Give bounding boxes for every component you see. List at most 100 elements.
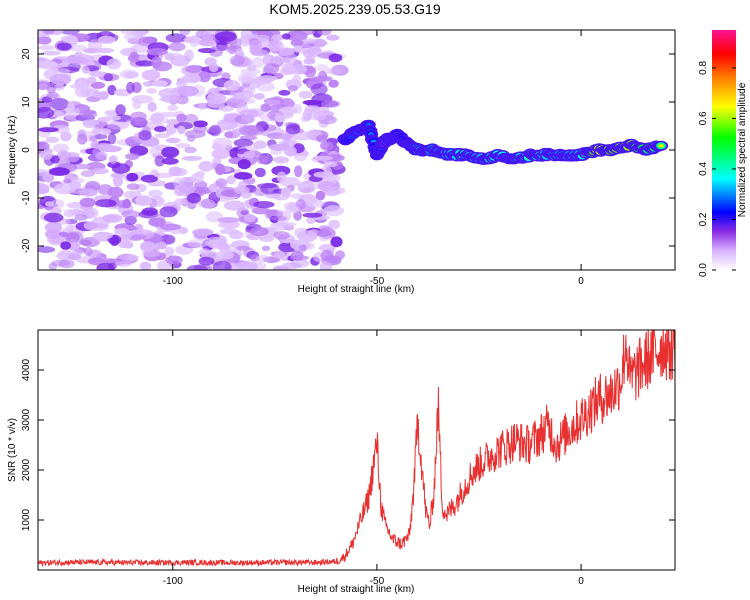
x-tick-label: -50 <box>370 576 385 587</box>
noise-blob <box>56 42 72 51</box>
noise-blob <box>274 156 290 164</box>
x-tick-label: 0 <box>578 276 584 287</box>
snr-x-label: Height of straight line (km) <box>298 584 415 595</box>
noise-blob <box>40 149 53 160</box>
noise-blob <box>290 39 304 47</box>
noise-blob <box>94 47 115 54</box>
noise-blob <box>315 190 326 201</box>
noise-blob <box>239 109 259 118</box>
noise-blob <box>178 184 196 194</box>
y-tick-label: 10 <box>21 96 32 108</box>
noise-blob <box>52 68 71 75</box>
y-tick-label: 20 <box>21 48 32 60</box>
noise-blob <box>121 210 140 219</box>
noise-blob <box>298 90 313 99</box>
noise-blob <box>147 195 165 208</box>
noise-blob <box>119 239 133 248</box>
noise-blob <box>65 224 74 233</box>
noise-blob <box>206 92 227 105</box>
noise-blob <box>86 96 101 103</box>
noise-blob <box>135 195 153 207</box>
noise-blob <box>235 261 258 270</box>
noise-blob <box>281 33 291 40</box>
noise-blob <box>176 113 187 123</box>
noise-blob <box>106 58 122 70</box>
noise-blob <box>297 182 309 189</box>
noise-blob <box>311 75 333 82</box>
noise-blob <box>215 163 226 176</box>
x-tick-label: -100 <box>163 576 183 587</box>
noise-blob <box>177 125 186 135</box>
noise-blob <box>148 217 166 227</box>
noise-blob <box>251 49 269 57</box>
noise-blob <box>41 96 53 103</box>
noise-blob <box>286 30 308 42</box>
noise-blob <box>97 184 113 195</box>
noise-blob <box>275 222 297 228</box>
noise-blob <box>82 119 100 126</box>
noise-blob <box>166 119 180 125</box>
noise-blob <box>54 83 65 91</box>
noise-blob <box>45 136 60 143</box>
noise-blob <box>253 140 267 150</box>
noise-blob <box>119 69 139 79</box>
noise-blob <box>106 120 129 130</box>
snr-x-ticks: -100 -50 0 <box>163 330 584 587</box>
noise-blob <box>114 227 130 235</box>
noise-blob <box>177 85 199 97</box>
noise-blob <box>165 123 177 135</box>
spectrogram-cells <box>38 30 669 270</box>
noise-blob <box>233 185 247 195</box>
noise-blob <box>90 81 106 89</box>
noise-blob <box>290 250 304 261</box>
noise-blob <box>215 250 234 260</box>
noise-blob <box>313 171 331 178</box>
noise-blob <box>212 261 232 270</box>
noise-blob <box>176 80 188 88</box>
noise-blob <box>179 30 191 36</box>
noise-blob <box>38 183 50 195</box>
noise-blob <box>233 172 253 180</box>
noise-blob <box>81 66 91 74</box>
noise-blob <box>91 167 109 175</box>
noise-blob <box>74 214 88 221</box>
x-tick-label: -100 <box>163 276 183 287</box>
noise-blob <box>266 132 286 140</box>
noise-blob <box>279 176 301 188</box>
noise-blob <box>310 83 328 96</box>
noise-blob <box>197 71 211 83</box>
noise-blob <box>108 155 118 164</box>
colorbar-tick-label: 0.6 <box>698 111 709 125</box>
noise-blob <box>140 174 158 183</box>
noise-blob <box>120 254 129 261</box>
colorbar-tick-label: 0.2 <box>698 212 709 226</box>
noise-blob <box>328 219 341 230</box>
noise-blob <box>148 189 163 198</box>
colorbar-label: Normalized spectral amplitude <box>737 82 748 217</box>
noise-blob <box>217 217 240 223</box>
noise-blob <box>312 155 333 161</box>
noise-blob <box>78 188 99 197</box>
noise-blob <box>161 157 179 165</box>
noise-blob <box>130 44 150 53</box>
noise-blob <box>181 155 202 161</box>
y-tick-label: 0 <box>21 147 32 153</box>
noise-blob <box>38 169 50 176</box>
noise-blob <box>189 37 200 48</box>
noise-blob <box>185 65 202 73</box>
noise-blob <box>226 175 236 185</box>
noise-blob <box>86 76 97 84</box>
noise-blob <box>304 65 317 78</box>
noise-blob <box>164 52 183 58</box>
noise-blob <box>293 45 303 53</box>
noise-blob <box>316 230 332 238</box>
noise-blob <box>285 124 301 135</box>
noise-blob <box>241 75 254 85</box>
noise-blob <box>249 226 269 237</box>
noise-blob <box>278 89 291 96</box>
y-tick-label: 1000 <box>21 508 32 531</box>
noise-blob <box>306 217 316 224</box>
noise-blob <box>192 228 214 237</box>
noise-blob <box>211 148 230 160</box>
noise-blob <box>263 63 280 75</box>
